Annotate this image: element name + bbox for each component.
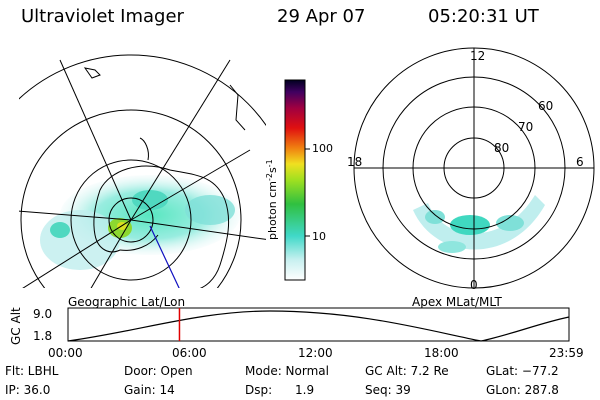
time-tick-0600: 06:00 [172, 346, 207, 360]
dsp-info: Dsp: 1.9 [245, 383, 315, 397]
mlt-label-18: 18 [347, 155, 362, 169]
left-map-caption: Geographic Lat/Lon [68, 295, 186, 309]
instrument-title: Ultraviolet Imager [21, 6, 184, 27]
date-label: 29 Apr 07 [277, 6, 366, 27]
gc-alt-info: GC Alt: 7.2 Re [365, 364, 449, 378]
colorbar-tick-10: 10 [312, 230, 326, 243]
seq-info: Seq: 39 [365, 383, 411, 397]
filter-info: Flt: LBHL [5, 364, 59, 378]
altitude-plot-frame [67, 307, 570, 342]
altitude-ytick-9: 9.0 [33, 307, 52, 321]
right-map-caption: Apex MLat/MLT [412, 295, 502, 309]
mlt-label-12: 12 [470, 49, 485, 63]
mlt-label-0: 0 [470, 278, 478, 292]
time-tick-1200: 12:00 [298, 346, 333, 360]
glat-info: GLat: −77.2 [486, 364, 559, 378]
time-label: 05:20:31 UT [428, 6, 539, 27]
glon-info: GLon: 287.8 [486, 383, 559, 397]
mlat-label-80: 80 [494, 141, 509, 155]
mlat-label-70: 70 [518, 120, 533, 134]
mlat-label-60: 60 [538, 99, 553, 113]
aurora-emission [40, 175, 240, 270]
mode-info: Mode: Normal [245, 364, 329, 378]
colorbar: 100 10 photon cm-2s-1 [265, 79, 333, 281]
geographic-map [19, 54, 266, 288]
altitude-curve [67, 310, 570, 342]
altitude-ylabel: GC Alt [9, 307, 23, 345]
time-tick-0000: 00:00 [48, 346, 83, 360]
altitude-plot: GC Alt 9.0 1.8 00:00 06:00 12:00 18:00 2… [9, 307, 584, 360]
polar-mlat-mlt-plot: 12 6 0 18 60 70 80 [347, 47, 595, 292]
mlt-label-6: 6 [576, 155, 584, 169]
door-info: Door: Open [124, 364, 193, 378]
time-tick-1800: 18:00 [424, 346, 459, 360]
aurora-oval-emission [413, 195, 545, 253]
colorbar-tick-100: 100 [312, 142, 333, 155]
ip-info: IP: 36.0 [5, 383, 51, 397]
altitude-ytick-1-8: 1.8 [33, 329, 52, 343]
colorbar-unit-label: photon cm-2s-1 [265, 159, 280, 240]
time-tick-2359: 23:59 [549, 346, 584, 360]
colorbar-gradient [284, 79, 306, 281]
gain-info: Gain: 14 [124, 383, 175, 397]
